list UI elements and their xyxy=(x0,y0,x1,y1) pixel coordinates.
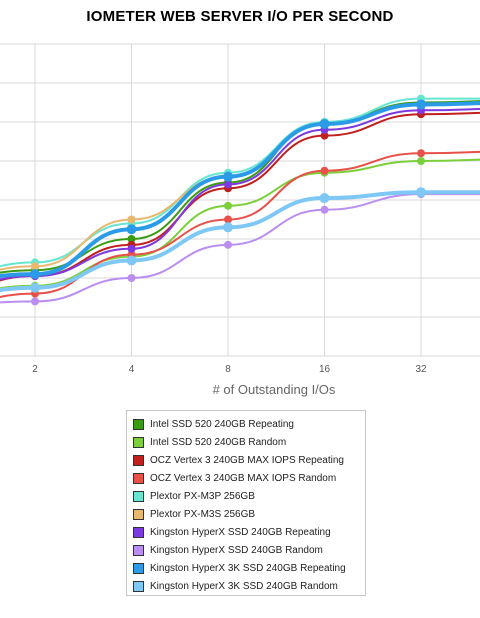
legend-label: Kingston HyperX 3K SSD 240GB Repeating xyxy=(150,562,346,574)
data-point xyxy=(319,193,330,204)
legend-item: Intel SSD 520 240GB Repeating xyxy=(133,415,365,433)
legend-swatch xyxy=(133,508,144,520)
data-point xyxy=(416,99,426,110)
data-point xyxy=(319,118,330,129)
legend-item: Kingston HyperX SSD 240GB Repeating xyxy=(133,523,365,541)
chart-title: IOMETER WEB SERVER I/O PER SECOND xyxy=(86,8,394,25)
legend-item: OCZ Vertex 3 240GB MAX IOPS Repeating xyxy=(133,451,365,469)
series-line xyxy=(0,111,480,282)
legend-swatch xyxy=(133,436,144,448)
chart-legend: Intel SSD 520 240GB Repeating Intel SSD 5… xyxy=(126,410,366,596)
legend-label: Kingston HyperX 3K SSD 240GB Random xyxy=(150,580,338,592)
x-tick-label: 2 xyxy=(32,364,38,375)
data-point xyxy=(31,262,39,271)
data-point xyxy=(31,297,39,306)
data-point xyxy=(224,215,232,224)
legend-label: Intel SSD 520 240GB Random xyxy=(150,436,287,448)
data-point xyxy=(320,166,329,175)
data-point xyxy=(127,235,136,243)
data-point xyxy=(224,180,232,189)
legend-item: Kingston HyperX 3K SSD 240GB Random xyxy=(133,577,365,595)
legend-item: Plextor PX-M3S 256GB xyxy=(133,505,365,523)
data-point xyxy=(30,269,40,280)
legend-item: Intel SSD 520 240GB Random xyxy=(133,433,365,451)
line-chart: 2 4 8 16 32 # of Outstanding I/Os xyxy=(0,43,480,397)
data-point xyxy=(127,274,136,282)
legend-label: OCZ Vertex 3 240GB MAX IOPS Repeating xyxy=(150,454,344,466)
legend-label: OCZ Vertex 3 240GB MAX IOPS Random xyxy=(150,472,337,484)
grid xyxy=(0,43,480,357)
legend-item: Plextor PX-M3P 256GB xyxy=(133,487,365,505)
series-0 xyxy=(0,98,480,275)
legend-swatch xyxy=(133,580,144,592)
data-point xyxy=(30,282,40,293)
x-tick-label: 16 xyxy=(319,364,331,375)
data-point xyxy=(224,240,232,249)
data-point xyxy=(417,149,425,158)
data-point xyxy=(320,131,329,140)
legend-swatch xyxy=(133,562,144,574)
series-6 xyxy=(0,106,480,281)
series-line xyxy=(0,193,480,304)
data-point xyxy=(416,187,426,198)
legend-item: Kingston HyperX SSD 240GB Random xyxy=(133,541,365,559)
data-point xyxy=(126,224,137,235)
data-point xyxy=(127,244,136,253)
legend-swatch xyxy=(133,490,144,502)
data-point xyxy=(127,215,136,224)
series-layer xyxy=(0,94,480,306)
x-axis-title: # of Outstanding I/Os xyxy=(213,382,336,397)
data-point xyxy=(126,255,137,266)
x-tick-labels: 2 4 8 16 32 xyxy=(32,364,427,375)
series-line xyxy=(0,97,480,268)
legend-label: Plextor PX-M3S 256GB xyxy=(150,508,256,520)
series-7 xyxy=(0,190,480,306)
data-point xyxy=(417,157,425,165)
legend-item: OCZ Vertex 3 240GB MAX IOPS Random xyxy=(133,469,365,487)
series-8 xyxy=(0,99,480,280)
series-9 xyxy=(0,187,480,293)
legend-label: Kingston HyperX SSD 240GB Random xyxy=(150,544,323,556)
legend-swatch xyxy=(133,544,144,556)
legend-swatch xyxy=(133,418,144,430)
x-tick-label: 8 xyxy=(225,364,231,375)
data-point xyxy=(223,171,233,182)
x-tick-label: 32 xyxy=(415,364,427,375)
legend-swatch xyxy=(133,454,144,466)
data-point xyxy=(223,222,233,233)
legend-label: Intel SSD 520 240GB Repeating xyxy=(150,418,294,430)
legend-label: Plextor PX-M3P 256GB xyxy=(150,490,255,502)
data-point xyxy=(320,205,329,214)
x-tick-label: 4 xyxy=(129,364,135,375)
data-point xyxy=(224,201,232,210)
legend-item: Kingston HyperX 3K SSD 240GB Repeating xyxy=(133,559,365,577)
legend-label: Kingston HyperX SSD 240GB Repeating xyxy=(150,526,331,538)
legend-swatch xyxy=(133,472,144,484)
legend-swatch xyxy=(133,526,144,538)
